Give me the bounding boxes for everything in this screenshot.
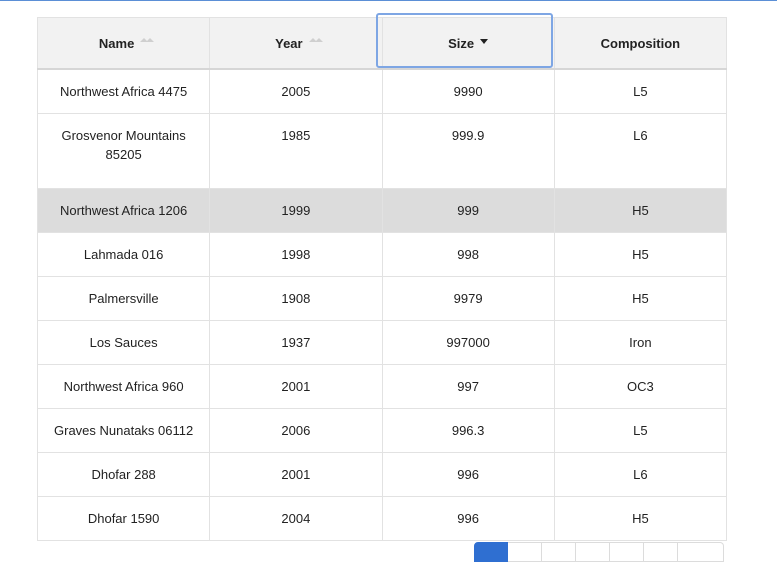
meteorite-table-container: Name Year Size (36, 13, 728, 541)
table-row[interactable]: Northwest Africa 4475 2005 9990 L5 (36, 68, 728, 114)
table-row[interactable]: Palmersville 1908 9979 H5 (36, 276, 728, 321)
column-header-label: Size (448, 35, 475, 51)
cell-name: Lahmada 016 (36, 232, 211, 277)
table-row[interactable]: Dhofar 1590 2004 996 H5 (36, 496, 728, 541)
cell-name: Grosvenor Mountains 85205 (36, 113, 211, 189)
table-header: Name Year Size (36, 17, 728, 70)
cell-year: 2004 (209, 496, 383, 541)
cell-size: 9990 (381, 68, 555, 114)
page-button-active[interactable] (474, 542, 508, 562)
cell-composition: OC3 (553, 364, 728, 409)
cell-year: 1985 (209, 113, 383, 189)
cell-composition: H5 (553, 188, 728, 233)
cell-name: Dhofar 288 (36, 452, 211, 497)
page-button[interactable] (610, 542, 644, 562)
cell-year: 1908 (209, 276, 383, 321)
cell-name: Northwest Africa 1206 (36, 188, 211, 233)
cell-year: 1999 (209, 188, 383, 233)
cell-year: 2006 (209, 408, 383, 453)
column-header-name[interactable]: Name (36, 17, 211, 70)
cell-name: Palmersville (36, 276, 211, 321)
table-row[interactable]: Lahmada 016 1998 998 H5 (36, 232, 728, 277)
column-header-label: Composition (600, 35, 681, 51)
table-row[interactable]: Los Sauces 1937 997000 Iron (36, 320, 728, 365)
top-border (0, 0, 777, 1)
header-row: Name Year Size (36, 17, 728, 70)
column-header-year[interactable]: Year (209, 17, 383, 70)
cell-name: Northwest Africa 4475 (36, 68, 211, 114)
pagination (474, 542, 724, 562)
cell-name: Dhofar 1590 (36, 496, 211, 541)
cell-size: 996 (381, 496, 555, 541)
cell-size: 999 (381, 188, 555, 233)
cell-size: 997 (381, 364, 555, 409)
cell-composition: L6 (553, 452, 728, 497)
page-button[interactable] (576, 542, 610, 562)
meteorite-table: Name Year Size (36, 17, 728, 541)
cell-composition: L6 (553, 113, 728, 189)
column-header-size[interactable]: Size (381, 17, 555, 70)
cell-size: 9979 (381, 276, 555, 321)
cell-size: 998 (381, 232, 555, 277)
cell-size: 996.3 (381, 408, 555, 453)
table-row[interactable]: Northwest Africa 960 2001 997 OC3 (36, 364, 728, 409)
page-button-next[interactable] (678, 542, 724, 562)
cell-size: 999.9 (381, 113, 555, 189)
column-header-label: Year (275, 35, 303, 51)
cell-year: 2005 (209, 68, 383, 114)
cell-year: 2001 (209, 364, 383, 409)
page-button[interactable] (542, 542, 576, 562)
cell-composition: H5 (553, 232, 728, 277)
cell-year: 2001 (209, 452, 383, 497)
table-row[interactable]: Grosvenor Mountains 85205 1985 999.9 L6 (36, 113, 728, 189)
page-button[interactable] (508, 542, 542, 562)
cell-year: 1937 (209, 320, 383, 365)
table-row[interactable]: Dhofar 288 2001 996 L6 (36, 452, 728, 497)
cell-name: Northwest Africa 960 (36, 364, 211, 409)
cell-composition: Iron (553, 320, 728, 365)
cell-composition: L5 (553, 408, 728, 453)
table-body: Northwest Africa 4475 2005 9990 L5 Grosv… (36, 68, 728, 541)
cell-composition: L5 (553, 68, 728, 114)
sort-unsorted-icon (308, 38, 323, 42)
sort-descending-icon (480, 38, 489, 44)
cell-name: Los Sauces (36, 320, 211, 365)
table-row[interactable]: Graves Nunataks 06112 2006 996.3 L5 (36, 408, 728, 453)
table-row-highlighted[interactable]: Northwest Africa 1206 1999 999 H5 (36, 188, 728, 233)
column-header-composition[interactable]: Composition (553, 17, 728, 70)
cell-year: 1998 (209, 232, 383, 277)
cell-size: 996 (381, 452, 555, 497)
column-header-label: Name (98, 35, 135, 51)
cell-size: 997000 (381, 320, 555, 365)
page-button[interactable] (644, 542, 678, 562)
sort-unsorted-icon (140, 38, 155, 42)
cell-composition: H5 (553, 276, 728, 321)
cell-composition: H5 (553, 496, 728, 541)
cell-name: Graves Nunataks 06112 (36, 408, 211, 453)
